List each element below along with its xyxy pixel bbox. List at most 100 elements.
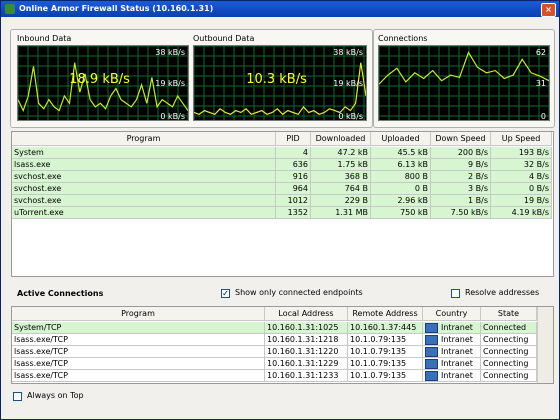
cell-text: Intranet bbox=[441, 347, 473, 356]
cell-text: Connecting bbox=[483, 359, 529, 368]
cell-text: svchost.exe bbox=[14, 184, 62, 193]
table-cell: 4 bbox=[276, 147, 311, 159]
column-header: Uploaded bbox=[371, 132, 431, 146]
cell-text: lsass.exe/TCP bbox=[14, 359, 68, 368]
table-cell: 229 B bbox=[311, 195, 371, 207]
cell-text: Connecting bbox=[483, 335, 529, 344]
cell-text: 10.160.1.31:1025 bbox=[267, 323, 339, 332]
cell-text: 2.96 kB bbox=[397, 196, 428, 205]
cell-text: 229 B bbox=[344, 196, 368, 205]
table-cell: 0 B bbox=[371, 183, 431, 195]
table-cell: Connecting bbox=[481, 370, 537, 382]
column-header: Local Address bbox=[265, 307, 348, 321]
cell-text: 193 B/s bbox=[518, 148, 549, 157]
checkbox[interactable] bbox=[13, 392, 22, 401]
cell-text: 47.2 kB bbox=[337, 148, 368, 157]
table-cell: 1012 bbox=[276, 195, 311, 207]
table-cell: 3 B/s bbox=[431, 183, 491, 195]
cell-text: Connecting bbox=[483, 347, 529, 356]
checkbox[interactable] bbox=[451, 289, 460, 298]
column-header: Program bbox=[12, 307, 265, 321]
flag-icon bbox=[425, 323, 438, 333]
cell-text: 1.31 MB bbox=[335, 208, 368, 217]
cell-text: lsass.exe bbox=[14, 160, 51, 169]
table-cell: 4.19 kB/s bbox=[491, 207, 552, 219]
cell-text: Intranet bbox=[441, 359, 473, 368]
table-cell: svchost.exe bbox=[12, 195, 276, 207]
column-header: State bbox=[481, 307, 537, 321]
cell-text: 6.13 kB bbox=[397, 160, 428, 169]
table-cell: 750 kB bbox=[371, 207, 431, 219]
column-header: Remote Address bbox=[348, 307, 423, 321]
table-cell: 45.5 kB bbox=[371, 147, 431, 159]
cell-text: 10.1.0.79:135 bbox=[350, 371, 407, 380]
current-rate: 18.9 kB/s bbox=[69, 72, 130, 87]
checkbox-label: Resolve addresses bbox=[465, 288, 540, 297]
graph-tick-label: 0 bbox=[541, 112, 546, 121]
cell-text: 4 bbox=[302, 148, 308, 157]
graph: 38 kB/s 19 kB/s 0 kB/s 10.3 kB/s bbox=[193, 45, 367, 121]
cell-text: 9 B/s bbox=[468, 160, 488, 169]
cell-text: 10.160.1.37:445 bbox=[350, 323, 417, 332]
cell-text: 200 B/s bbox=[457, 148, 488, 157]
table-cell: 368 B bbox=[311, 171, 371, 183]
cell-text: lsass.exe/TCP bbox=[14, 347, 68, 356]
table-cell: 10.1.0.79:135 bbox=[348, 334, 423, 346]
graph-tick-label: 19 kB/s bbox=[333, 79, 363, 88]
table-cell: 10.160.1.31:1233 bbox=[265, 370, 348, 382]
table-cell: System/TCP bbox=[12, 322, 265, 334]
table-cell: 764 B bbox=[311, 183, 371, 195]
table-cell: 200 B/s bbox=[431, 147, 491, 159]
section-label: Active Connections bbox=[17, 289, 104, 298]
cell-text: Connected bbox=[483, 323, 527, 332]
graph-line bbox=[18, 62, 188, 113]
cell-text: 10.160.1.31:1229 bbox=[267, 359, 339, 368]
table-cell: 47.2 kB bbox=[311, 147, 371, 159]
cell-text: svchost.exe bbox=[14, 196, 62, 205]
graph-label: Inbound Data bbox=[17, 34, 72, 43]
cell-text: lsass.exe/TCP bbox=[14, 335, 68, 344]
table-cell: 32 B/s bbox=[491, 159, 552, 171]
cell-text: 10.160.1.31:1233 bbox=[267, 371, 339, 380]
cell-text: 10.160.1.31:1218 bbox=[267, 335, 339, 344]
flag-icon bbox=[425, 347, 438, 357]
cell-text: 964 bbox=[292, 184, 308, 193]
column-header: Up Speed bbox=[491, 132, 552, 146]
graph-tick-label: 38 kB/s bbox=[155, 48, 185, 57]
table-cell: 800 B bbox=[371, 171, 431, 183]
cell-text: 1 B/s bbox=[468, 196, 488, 205]
table-cell: Intranet bbox=[423, 322, 481, 334]
checkbox[interactable]: ✓ bbox=[221, 289, 230, 298]
table-cell: Connecting bbox=[481, 334, 537, 346]
table-cell: Intranet bbox=[423, 346, 481, 358]
table-cell: 19 B/s bbox=[491, 195, 552, 207]
graph-label: Outbound Data bbox=[193, 34, 255, 43]
table-cell: 10.1.0.79:135 bbox=[348, 358, 423, 370]
column-header: Country bbox=[423, 307, 481, 321]
table-cell: 1352 bbox=[276, 207, 311, 219]
table-cell: Connecting bbox=[481, 358, 537, 370]
cell-text: Intranet bbox=[441, 371, 473, 380]
table-cell: 10.160.1.31:1229 bbox=[265, 358, 348, 370]
cell-text: 1012 bbox=[287, 196, 308, 205]
cell-text: 2 B/s bbox=[468, 172, 488, 181]
table-cell: lsass.exe/TCP bbox=[12, 346, 265, 358]
scrollbar[interactable] bbox=[537, 307, 553, 383]
graph-line bbox=[379, 51, 549, 85]
graph-tick-label: 19 kB/s bbox=[155, 79, 185, 88]
column-header: Down Speed bbox=[431, 132, 491, 146]
cell-text: 750 kB bbox=[400, 208, 428, 217]
table-cell: 10.160.1.31:1218 bbox=[265, 334, 348, 346]
table-cell: 2.96 kB bbox=[371, 195, 431, 207]
close-button[interactable]: × bbox=[541, 3, 556, 17]
table-cell: uTorrent.exe bbox=[12, 207, 276, 219]
graph: 38 kB/s 19 kB/s 0 kB/s 18.9 kB/s bbox=[17, 45, 189, 121]
cell-text: 4.19 kB/s bbox=[511, 208, 549, 217]
cell-text: lsass.exe/TCP bbox=[14, 371, 68, 380]
table-cell: Intranet bbox=[423, 334, 481, 346]
cell-text: 32 B/s bbox=[523, 160, 549, 169]
table-cell: 1.31 MB bbox=[311, 207, 371, 219]
column-header: Downloaded bbox=[311, 132, 371, 146]
cell-text: Intranet bbox=[441, 335, 473, 344]
cell-text: 10.1.0.79:135 bbox=[350, 335, 407, 344]
